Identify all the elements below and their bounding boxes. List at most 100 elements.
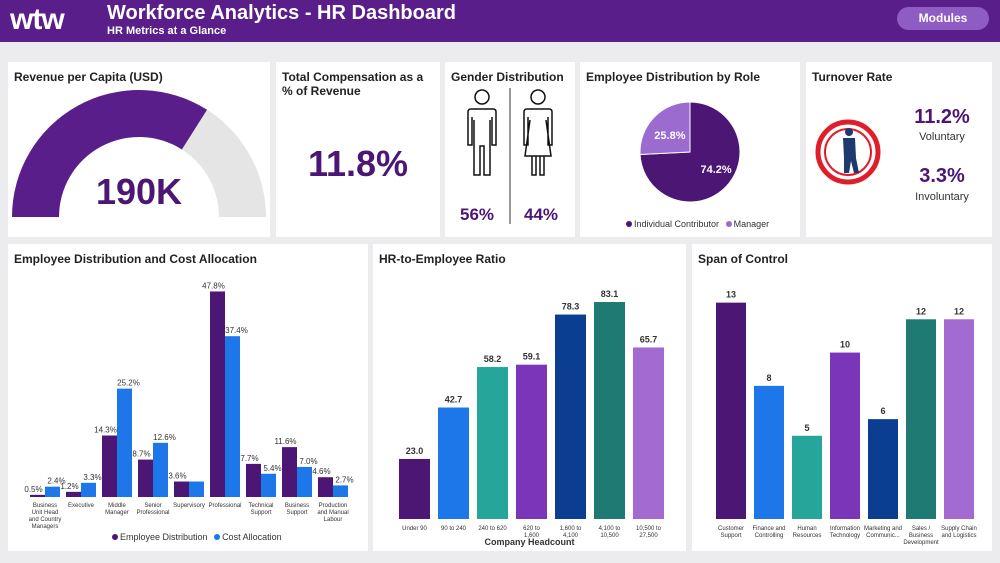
- cost-tick-label: Business Unit Head and Country Managers: [29, 503, 62, 530]
- ratio-tick-label: 1,600 to 4,100: [560, 526, 582, 539]
- ratio-tick-label: 4,100 to 10,500: [599, 526, 621, 539]
- span-bar-label: 13: [726, 290, 736, 300]
- cost-bar-label: 7.7%: [240, 454, 258, 463]
- ratio-bar-label: 23.0: [406, 446, 424, 456]
- span-tick-label: Sales / Business Development: [903, 526, 939, 546]
- cost-tick-label: Senior Professional: [136, 503, 169, 516]
- cost-legend: Employee Distribution Cost Allocation: [112, 532, 282, 542]
- cost-tick-label: Production and Manual Labour: [317, 503, 348, 523]
- page-subtitle: HR Metrics at a Glance: [107, 25, 227, 37]
- cost-bar-label: 2.7%: [335, 475, 353, 484]
- span-tick-label: Customer Support: [718, 526, 744, 539]
- ratio-bar: [477, 367, 508, 519]
- cost-bar-cost: [261, 473, 276, 497]
- compensation-title: Total Compensation as a % of Revenue: [282, 70, 424, 98]
- voluntary-label: Voluntary: [919, 131, 965, 143]
- female-person-icon: [523, 89, 553, 176]
- ratio-bar-label: 42.7: [445, 395, 463, 405]
- span-bar-label: 12: [954, 306, 964, 316]
- cost-bar-label: 11.6%: [274, 437, 296, 446]
- revenue-value: 190K: [95, 171, 183, 212]
- cost-bar-cost: [189, 481, 204, 497]
- cost-bar-employee: [318, 477, 333, 497]
- span-bar: [906, 319, 936, 519]
- cost-bar-label: 37.4%: [225, 326, 248, 335]
- span-card: Span of Control 13 Customer Support 8 Financ…: [692, 244, 992, 551]
- span-bar: [830, 352, 860, 519]
- cost-bar-cost: [81, 482, 96, 497]
- turnover-title: Turnover Rate: [812, 70, 893, 84]
- cost-bar-cost: [153, 442, 168, 497]
- header-bar: wtw Workforce Analytics - HR Dashboard H…: [0, 0, 1000, 42]
- span-tick-label: Human Resources: [793, 526, 822, 539]
- pie-slice-individual: [639, 101, 741, 203]
- hr-ratio-card: HR-to-Employee Ratio 23.0 Under 90 42.7 90 …: [373, 244, 686, 551]
- cost-bar-label: 25.2%: [117, 379, 140, 388]
- cost-bar-label: 47.8%: [202, 281, 225, 290]
- legend-dot-individual: [626, 221, 632, 227]
- cost-bar-label: 5.4%: [263, 464, 281, 473]
- cost-bar-cost: [333, 485, 348, 497]
- span-bar-label: 12: [916, 306, 926, 316]
- walking-person-icon: [815, 119, 881, 185]
- revenue-title: Revenue per Capita (USD): [14, 70, 163, 84]
- ratio-tick-label: Under 90: [402, 526, 427, 532]
- ratio-tick-label: 90 to 240: [441, 526, 467, 532]
- cost-tick-label: Business Support: [285, 503, 309, 516]
- modules-button[interactable]: Modules: [897, 7, 989, 30]
- compensation-value: 11.8%: [307, 143, 409, 184]
- hr-ratio-xlabel: Company Headcount: [484, 537, 575, 547]
- cost-allocation-title: Employee Distribution and Cost Allocatio…: [14, 252, 257, 266]
- ratio-tick-label: 10,500 to 27,500: [636, 526, 662, 539]
- role-card: Employee Distribution by Role 74.2% 25.8%…: [580, 62, 800, 237]
- cost-bar-employee: [66, 491, 81, 497]
- ratio-bar-label: 83.1: [601, 289, 619, 299]
- cost-bar-cost: [297, 466, 312, 497]
- span-bar-label: 5: [804, 423, 809, 433]
- cost-bar-cost: [225, 336, 240, 497]
- pie-slice-manager: [639, 101, 691, 156]
- legend-cost-label: Cost Allocation: [222, 532, 282, 542]
- pie-label-manager: 25.8%: [654, 130, 685, 142]
- legend-individual-label: Individual Contributor: [634, 219, 720, 229]
- compensation-card: Total Compensation as a % of Revenue 11.…: [276, 62, 440, 237]
- legend-employee-label: Employee Distribution: [120, 532, 208, 542]
- gender-figures: [467, 88, 553, 224]
- gender-title: Gender Distribution: [451, 70, 564, 84]
- cost-bar-employee: [30, 494, 45, 497]
- cost-bar-employee: [138, 459, 153, 497]
- cost-bar-label: 7.0%: [299, 457, 317, 466]
- pie-label-individual: 74.2%: [701, 164, 732, 176]
- ratio-bar: [594, 302, 625, 519]
- gauge-fill: [12, 90, 208, 217]
- female-percentage: 44%: [523, 205, 559, 224]
- ratio-bar-label: 65.7: [640, 334, 658, 344]
- legend-manager-label: Manager: [733, 219, 770, 229]
- page-title: Workforce Analytics - HR Dashboard: [107, 2, 456, 24]
- cost-bar-employee: [102, 435, 117, 497]
- cost-allocation-card: Employee Distribution and Cost Allocatio…: [8, 244, 368, 551]
- wtw-logo: wtw: [10, 3, 65, 36]
- span-tick-label: Information Technology: [830, 526, 860, 539]
- involuntary-label: Involuntary: [915, 191, 969, 203]
- gender-card: Gender Distribution 56% 44%: [445, 62, 575, 237]
- cost-tick-label: Executive: [68, 503, 95, 509]
- ratio-bar: [399, 458, 430, 519]
- legend-dot-cost: [214, 534, 221, 540]
- cost-tick-label: Supervisory: [173, 503, 205, 509]
- span-bar: [792, 435, 822, 519]
- male-person-icon: [467, 89, 497, 176]
- legend-dot-manager: [725, 221, 732, 227]
- cost-bar-label: 12.6%: [153, 433, 176, 442]
- cost-bar-employee: [210, 291, 225, 497]
- span-chart: 13 Customer Support 8 Finance and Controlling…: [716, 290, 977, 546]
- cost-allocation-chart: 0.5% 2.4% Business Unit Head and Country Mana…: [24, 281, 353, 530]
- span-title: Span of Control: [698, 252, 788, 266]
- span-bar: [944, 319, 974, 519]
- involuntary-value: 3.3%: [919, 165, 965, 187]
- span-tick-label: Supply Chain and Logistics: [941, 526, 977, 539]
- cost-bar-label: 4.6%: [312, 467, 330, 476]
- ratio-tick-label: 620 to 1,600: [523, 526, 540, 539]
- ratio-bar: [633, 347, 664, 519]
- span-bar-label: 10: [840, 340, 850, 350]
